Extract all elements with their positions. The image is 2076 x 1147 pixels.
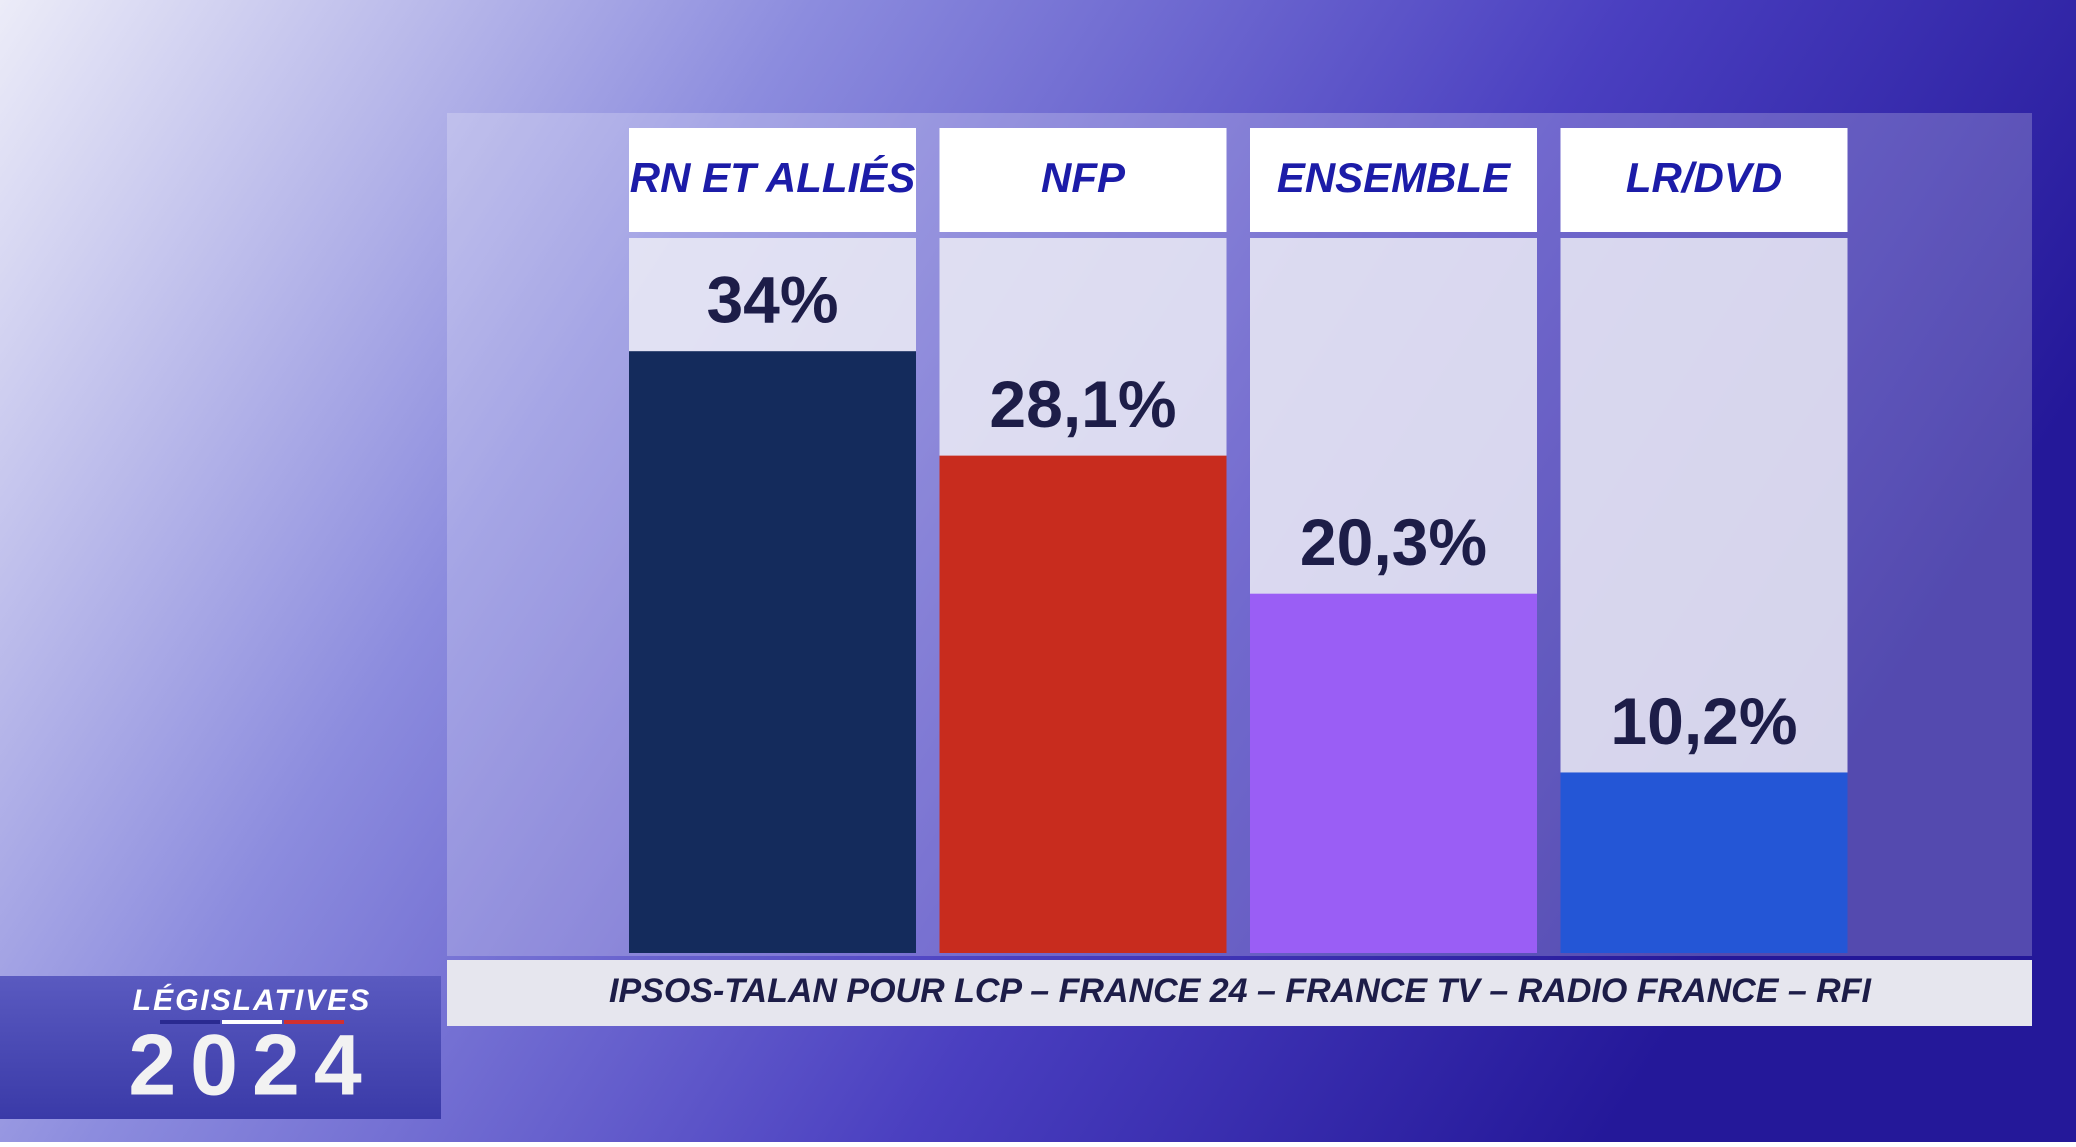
logo-title: LÉGISLATIVES xyxy=(133,983,371,1017)
category-label: RN ET ALLIÉS xyxy=(630,154,915,201)
bar xyxy=(1250,593,1537,953)
bar xyxy=(939,455,1227,953)
bar xyxy=(629,351,916,953)
source: IPSOS-TALAN POUR LCP – FRANCE 24 – FRANC… xyxy=(609,972,1872,1010)
category-label: NFP xyxy=(1041,154,1126,201)
source-band xyxy=(447,960,2032,1026)
logo-year: 2024 xyxy=(128,1018,375,1114)
header-box xyxy=(1560,128,1848,232)
bar xyxy=(1560,772,1848,953)
header-box xyxy=(939,128,1227,232)
value-label: 10,2% xyxy=(1610,684,1797,758)
category-label: ENSEMBLE xyxy=(1277,154,1512,201)
header-box xyxy=(1250,128,1537,232)
header-box xyxy=(629,128,916,232)
logo-stripe xyxy=(284,1020,344,1024)
logo-stripe xyxy=(160,1020,220,1024)
value-label: 20,3% xyxy=(1300,505,1487,579)
value-label: 28,1% xyxy=(989,367,1176,441)
value-label: 34% xyxy=(706,263,838,337)
logo xyxy=(0,976,441,1119)
category-label: LR/DVD xyxy=(1626,154,1782,201)
logo-stripe xyxy=(222,1020,282,1024)
